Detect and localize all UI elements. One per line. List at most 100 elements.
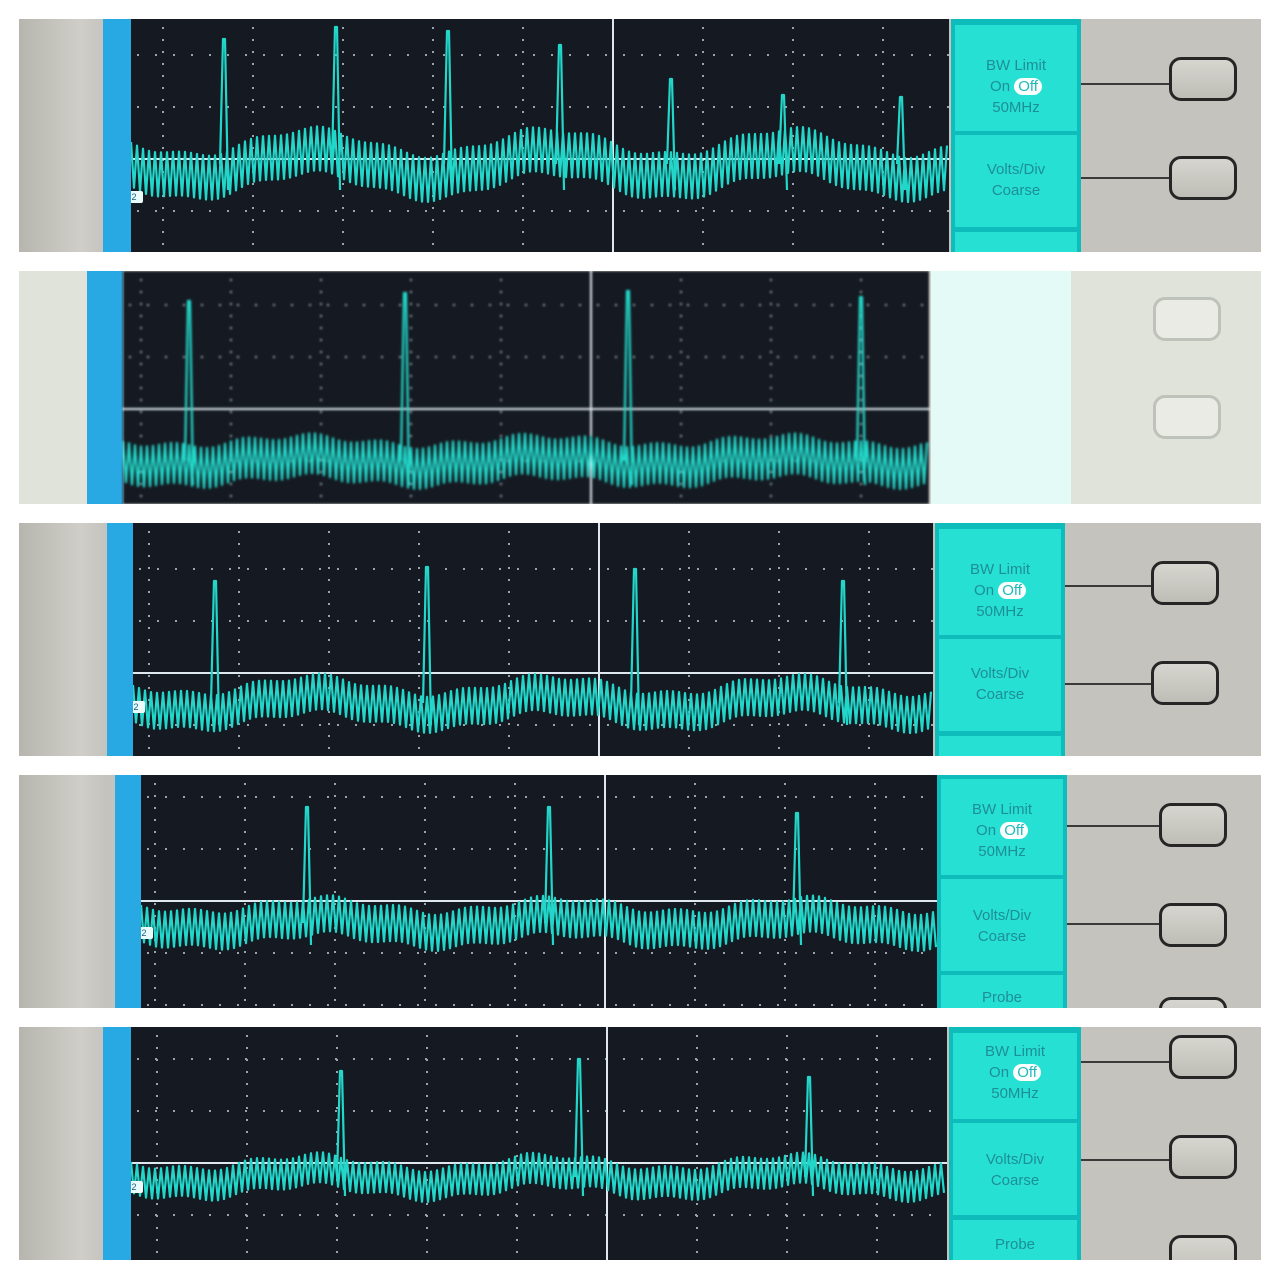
graticule-dot — [839, 1214, 841, 1216]
graticule-dot — [569, 1058, 571, 1060]
bezel-button-1[interactable] — [1153, 297, 1221, 341]
graticule-dot — [522, 27, 524, 29]
graticule-dot — [669, 356, 671, 358]
graticule-dot — [435, 952, 437, 954]
graticule-dot — [508, 531, 510, 533]
graticule-dot — [334, 843, 336, 845]
graticule-dot — [191, 1214, 193, 1216]
bw-limit-softkey[interactable]: BW Limit On Off 50MHz — [953, 1033, 1077, 1119]
graticule-dot — [371, 210, 373, 212]
graticule-dot — [778, 627, 780, 629]
bezel-button-1[interactable] — [1151, 561, 1219, 605]
graticule-dot — [874, 807, 876, 809]
probe-softkey[interactable]: Probe — [941, 975, 1063, 1008]
graticule-dot — [759, 848, 761, 850]
graticule-dot — [154, 999, 156, 1001]
graticule-dot — [680, 315, 682, 317]
graticule-dot — [694, 999, 696, 1001]
bw-limit-softkey[interactable]: BW Limit On Off 50MHz — [955, 25, 1077, 131]
graticule-dot — [517, 568, 519, 570]
graticule-dot — [696, 1167, 698, 1169]
bezel-button-2[interactable] — [1159, 903, 1227, 947]
graticule-dot — [265, 620, 267, 622]
graticule-dot — [381, 848, 383, 850]
graticule-dot — [522, 243, 524, 245]
graticule-dot — [551, 1058, 553, 1060]
graticule-dot — [507, 952, 509, 954]
graticule-dot — [334, 999, 336, 1001]
volts-div-softkey[interactable]: Volts/Div Coarse — [953, 1123, 1077, 1215]
graticule-dot — [230, 399, 232, 401]
graticule-dot — [507, 356, 509, 358]
volts-div-softkey[interactable]: Volts/Div Coarse — [941, 879, 1063, 971]
graticule-dot — [328, 555, 330, 557]
graticule-dot — [786, 1071, 788, 1073]
graticule-dot — [792, 207, 794, 209]
bezel-button-2[interactable] — [1169, 1135, 1237, 1179]
graticule-dot — [320, 423, 322, 425]
graticule-dot — [345, 796, 347, 798]
graticule-dot — [792, 51, 794, 53]
bezel-button-2[interactable] — [1153, 395, 1221, 439]
graticule-dot — [688, 531, 690, 533]
graticule-dot — [140, 411, 142, 413]
graticule-dot — [432, 111, 434, 113]
graticule-dot — [874, 867, 876, 869]
graticule — [123, 271, 929, 504]
graticule-dot — [571, 724, 573, 726]
graticule-dot — [317, 1058, 319, 1060]
third-softkey[interactable] — [939, 736, 1061, 756]
graticule-dot — [500, 339, 502, 341]
bw-limit-softkey[interactable]: BW Limit On Off 50MHz — [939, 529, 1061, 635]
graticule-dot — [597, 1004, 599, 1006]
volts-div-softkey[interactable]: Volts/Div Coarse — [955, 135, 1077, 227]
bw-limit-toggle: On Off — [953, 1062, 1077, 1083]
graticule-dot — [156, 1131, 158, 1133]
graticule-dot — [245, 210, 247, 212]
bezel-button-2[interactable] — [1151, 661, 1219, 705]
bw-limit-softkey[interactable]: BW Limit On Off 50MHz — [941, 779, 1063, 875]
graticule-dot — [319, 620, 321, 622]
graticule-dot — [453, 796, 455, 798]
graticule-dot — [893, 210, 895, 212]
graticule-dot — [148, 735, 150, 737]
graticule-dot — [882, 39, 884, 41]
graticule-dot — [770, 423, 772, 425]
graticule-dot — [381, 952, 383, 954]
graticule-dot — [342, 123, 344, 125]
graticule-dot — [140, 387, 142, 389]
graticule-dot — [569, 106, 571, 108]
volts-div-softkey[interactable]: Volts/Div Coarse — [939, 639, 1061, 731]
graticule-dot — [355, 620, 357, 622]
graticule-dot — [162, 243, 164, 245]
bezel-button-1[interactable] — [1169, 57, 1237, 101]
graticule-dot — [244, 963, 246, 965]
waveform-screen: 2 — [131, 1027, 947, 1260]
third-softkey[interactable] — [955, 232, 1077, 252]
graticule-dot — [643, 568, 645, 570]
graticule-dot — [751, 568, 753, 570]
graticule-dot — [299, 106, 301, 108]
waveform-screen: 2 — [133, 523, 933, 756]
graticule-dot — [543, 796, 545, 798]
graticule-dot — [874, 891, 876, 893]
probe-softkey[interactable]: Probe — [953, 1220, 1077, 1260]
bezel-button-1[interactable] — [1169, 1035, 1237, 1079]
graticule-dot — [481, 724, 483, 726]
bezel-button-2[interactable] — [1169, 156, 1237, 200]
bezel-button-1[interactable] — [1159, 803, 1227, 847]
graticule-dot — [252, 207, 254, 209]
graticule-dot — [238, 531, 240, 533]
bezel-button-3[interactable] — [1169, 1235, 1237, 1260]
bezel-button-3[interactable] — [1159, 997, 1227, 1008]
graticule-dot — [859, 568, 861, 570]
graticule-dot — [651, 952, 653, 954]
graticule-dot — [688, 735, 690, 737]
graticule-dot — [561, 356, 563, 358]
graticule-dot — [162, 123, 164, 125]
graticule-dot — [882, 147, 884, 149]
graticule-dot — [327, 304, 329, 306]
graticule-dot — [551, 106, 553, 108]
graticule-dot — [424, 807, 426, 809]
graticule-dot — [643, 724, 645, 726]
